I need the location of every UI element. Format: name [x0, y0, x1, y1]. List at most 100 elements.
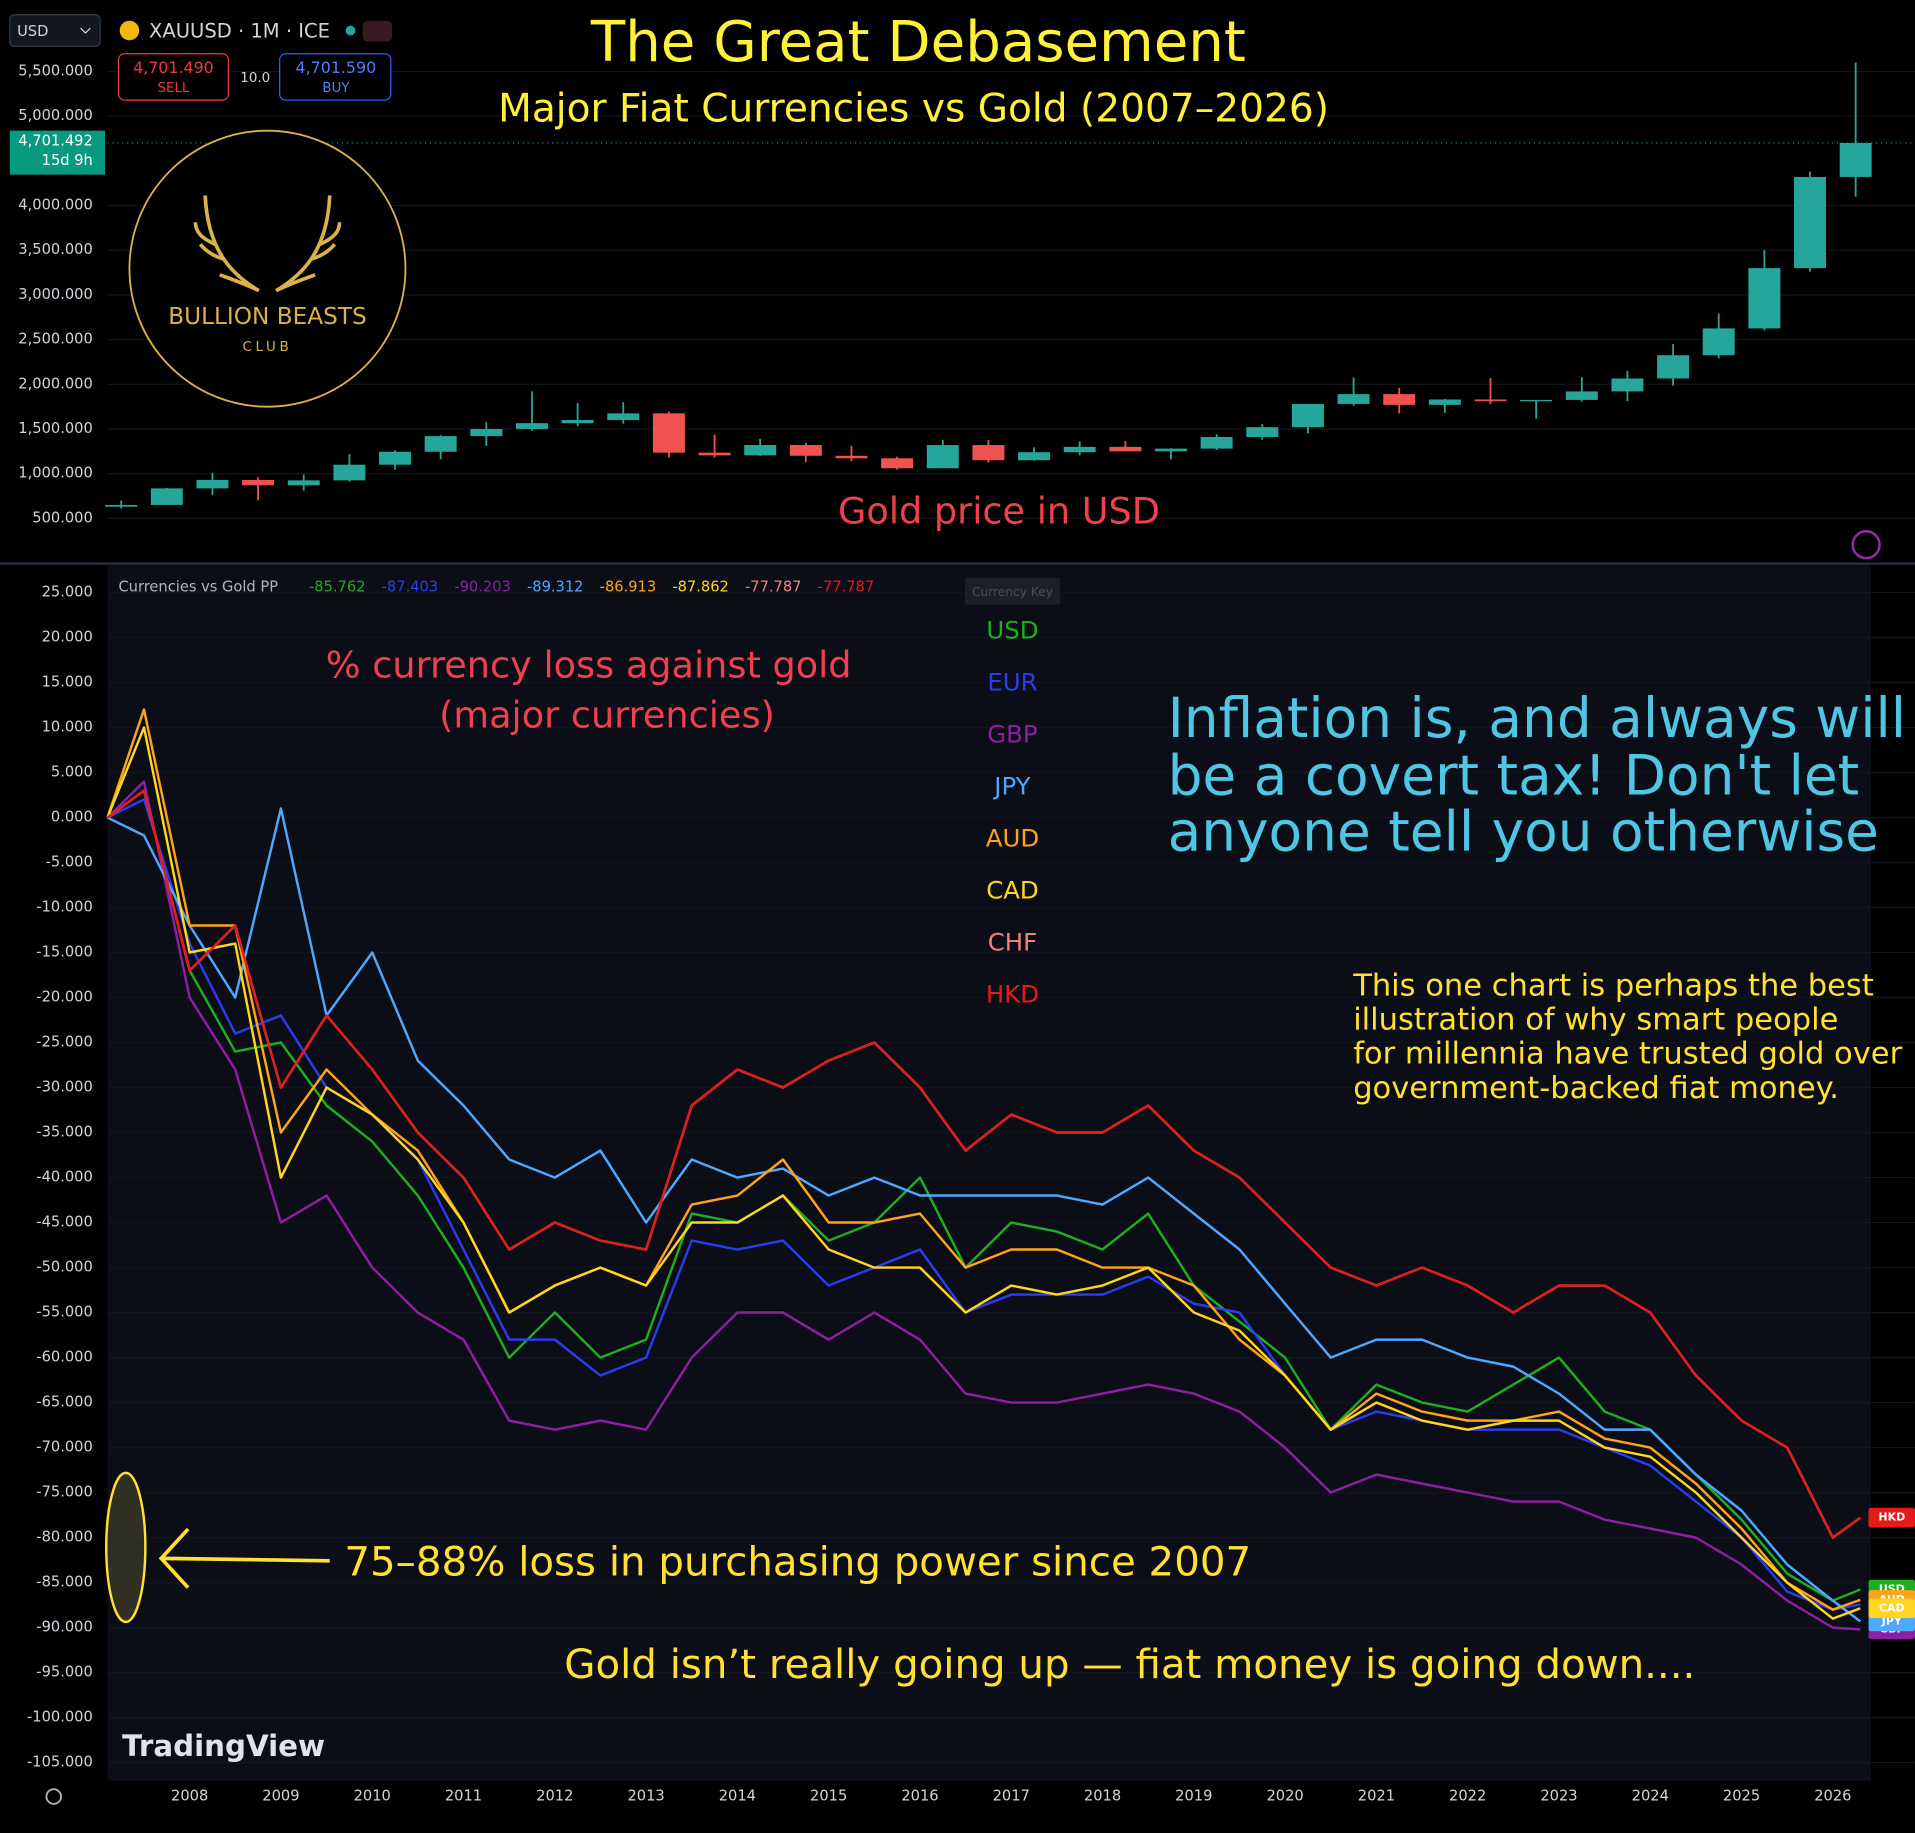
x-tick-label: 2022 — [1449, 1788, 1486, 1805]
gold-annotation: Gold price in USD — [838, 489, 1160, 532]
currency-select[interactable] — [9, 14, 101, 48]
y-tick-label: -60.000 — [36, 1349, 93, 1366]
x-tick-label: 2012 — [536, 1788, 573, 1805]
legend-value: -90.203 — [454, 578, 511, 595]
settings-icon[interactable] — [45, 1788, 62, 1805]
inflation-note: be a covert tax! Don't let — [1168, 743, 1860, 807]
y-tick-label: 5.000 — [51, 763, 93, 780]
buy-button[interactable] — [279, 53, 392, 101]
candle-body — [424, 436, 457, 452]
series-line — [106, 789, 1862, 1539]
y-tick-label: -15.000 — [36, 944, 93, 961]
explainer: government-backed fiat money. — [1353, 1071, 1839, 1106]
candle-body — [1063, 446, 1096, 453]
overlay: USD XAUUSD · 1M · ICE 4,701.490 SELL 10.… — [9, 10, 1906, 1805]
loss-note: 75–88% loss in purchasing power since 20… — [344, 1538, 1251, 1585]
x-tick-label: 2020 — [1266, 1788, 1303, 1805]
y-tick-label: -50.000 — [36, 1259, 93, 1276]
x-tick-label: 2015 — [810, 1788, 847, 1805]
y-tick-label: 5,500.000 — [18, 62, 93, 79]
candle-body — [1018, 452, 1051, 461]
y-tick-label: -70.000 — [36, 1439, 93, 1456]
brand: TradingView — [122, 1729, 325, 1763]
axis-tag-label: CAD — [1879, 1601, 1905, 1614]
candle-body — [196, 479, 229, 489]
legend-name: EUR — [987, 667, 1037, 696]
x-tick-label: 2026 — [1814, 1788, 1851, 1805]
legend-value: -77.787 — [745, 578, 802, 595]
candle-body — [242, 479, 275, 486]
buy-price: 4,701.590 — [295, 58, 376, 77]
candle-body — [1748, 268, 1781, 329]
x-tick-label: 2021 — [1358, 1788, 1395, 1805]
candle-body — [1474, 399, 1507, 402]
candle-body — [1657, 355, 1690, 379]
candle-body — [470, 428, 503, 437]
highlight-ellipse — [105, 1471, 147, 1624]
lightning-button[interactable] — [1851, 530, 1881, 560]
candle-body — [1428, 399, 1461, 405]
closing-note: Gold isn’t really going up — fiat money … — [564, 1641, 1695, 1688]
candle-body — [698, 452, 731, 456]
inflation-note: anyone tell you otherwise — [1168, 799, 1879, 863]
series-line — [106, 726, 1861, 1620]
axis-tag — [1868, 1507, 1915, 1528]
sell-button[interactable] — [117, 53, 229, 101]
legend-value: -85.762 — [309, 578, 366, 595]
y-tick-label: -105.000 — [27, 1754, 93, 1771]
spread: 10.0 — [240, 71, 270, 86]
symbol-icon — [119, 20, 140, 41]
y-tick-label: 2,500.000 — [18, 331, 93, 348]
market-status — [345, 25, 356, 36]
y-tick-label: 500.000 — [32, 509, 93, 526]
candle-body — [1337, 394, 1370, 404]
y-tick-label: -5.000 — [46, 854, 93, 871]
series-line — [106, 708, 1861, 1611]
y-tick-label: -40.000 — [36, 1169, 93, 1186]
y-tick-label: -100.000 — [27, 1709, 93, 1726]
heading-line: % currency loss against gold — [326, 643, 852, 686]
candle-body — [150, 488, 183, 505]
x-tick-label: 2017 — [993, 1788, 1030, 1805]
x-tick-label: 2024 — [1632, 1788, 1669, 1805]
y-tick-label: -20.000 — [36, 989, 93, 1006]
candle-body — [105, 504, 138, 507]
currency-key-title: Currency Key — [972, 585, 1053, 599]
candle-body — [287, 480, 320, 486]
y-tick-label: 2,000.000 — [18, 375, 93, 392]
x-tick-label: 2025 — [1723, 1788, 1760, 1805]
y-tick-label: -85.000 — [36, 1574, 93, 1591]
legend-value: -89.312 — [527, 578, 584, 595]
explainer: for millennia have trusted gold over — [1353, 1037, 1902, 1072]
y-tick-label: -35.000 — [36, 1124, 93, 1141]
logo-text: BULLION BEASTS — [168, 303, 367, 330]
candle-body — [1794, 176, 1827, 269]
axis-tag-label: HKD — [1878, 1511, 1905, 1524]
x-tick-label: 2008 — [171, 1788, 208, 1805]
currency-label: USD — [17, 23, 48, 40]
legend-value: -87.403 — [382, 578, 439, 595]
candle-body — [1565, 391, 1598, 400]
candle-body — [333, 464, 366, 481]
series-line — [106, 807, 1862, 1623]
x-tick-label: 2019 — [1175, 1788, 1212, 1805]
y-tick-label: 1,000.000 — [18, 465, 93, 482]
candle-body — [607, 413, 640, 421]
candle-body — [926, 445, 959, 469]
y-tick-label: -45.000 — [36, 1214, 93, 1231]
legend-name: CAD — [986, 876, 1039, 905]
explainer: illustration of why smart people — [1353, 1003, 1838, 1038]
legend-name: AUD — [986, 824, 1039, 853]
y-tick-label: 15.000 — [42, 673, 93, 690]
symbol-label: XAUUSD · 1M · ICE — [149, 19, 330, 42]
candle-body — [744, 445, 777, 456]
legend-value: -77.787 — [818, 578, 875, 595]
legend-value: -87.862 — [672, 578, 729, 595]
axis-tag — [1868, 1598, 1915, 1619]
x-tick-label: 2014 — [719, 1788, 756, 1805]
x-tick-label: 2016 — [901, 1788, 938, 1805]
explainer: This one chart is perhaps the best — [1352, 968, 1874, 1003]
candle-body — [379, 451, 412, 465]
